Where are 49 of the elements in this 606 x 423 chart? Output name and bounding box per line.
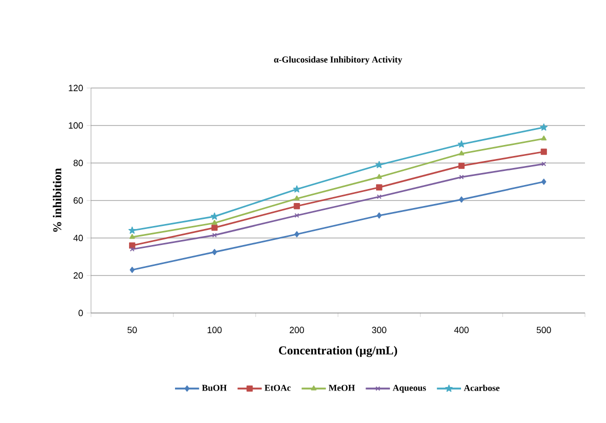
point: [211, 224, 218, 231]
point: [294, 196, 300, 200]
point: [458, 162, 465, 169]
x-tick-label: 200: [290, 326, 304, 334]
point: [294, 213, 300, 218]
x-tick-label: 50: [128, 326, 137, 334]
y-tick-label: 20: [74, 272, 83, 279]
point: [129, 242, 136, 249]
point: [541, 178, 546, 185]
y-tick-label: 0: [78, 310, 83, 316]
point: [212, 248, 217, 256]
legend-label: EtOAc: [264, 384, 291, 391]
point: [540, 148, 547, 155]
y-tick-label: 100: [68, 122, 83, 129]
point: [210, 212, 218, 220]
point: [376, 174, 382, 179]
x-tick-label: 400: [454, 326, 469, 334]
point: [540, 123, 548, 131]
point: [294, 203, 300, 210]
legend-label: Acarbose: [464, 384, 500, 392]
point: [130, 266, 135, 273]
point: [458, 140, 466, 148]
point: [459, 196, 464, 203]
point: [458, 150, 464, 156]
legend-label: MeOH: [328, 384, 355, 391]
chart-title: α-Glucosidase Inhibitory Activity: [274, 56, 402, 64]
point: [459, 174, 464, 180]
x-tick-label: 500: [536, 326, 551, 334]
x-tick-label: 100: [208, 326, 222, 334]
legend-label: BuOH: [202, 384, 227, 391]
point: [294, 231, 300, 238]
point: [128, 226, 136, 234]
point: [212, 220, 218, 225]
point: [375, 160, 383, 168]
legend-label: Aqueous: [392, 384, 426, 393]
point: [293, 185, 301, 192]
y-tick-label: 40: [73, 234, 83, 242]
y-tick-label: 120: [68, 84, 83, 92]
y-tick-label: 60: [74, 197, 83, 204]
point: [541, 136, 547, 140]
point: [129, 234, 135, 239]
y-axis-title: % inhibition: [52, 168, 62, 232]
point: [376, 194, 382, 200]
point: [376, 212, 382, 219]
y-tick-label: 80: [74, 160, 83, 166]
point: [376, 184, 382, 190]
point: [212, 232, 217, 238]
x-axis-title: Concentration (µg/mL): [278, 346, 398, 357]
x-tick-label: 300: [372, 326, 386, 334]
